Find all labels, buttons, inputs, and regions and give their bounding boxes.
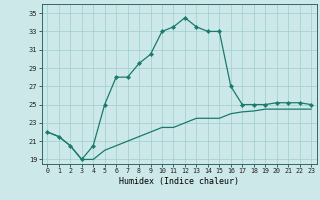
X-axis label: Humidex (Indice chaleur): Humidex (Indice chaleur) — [119, 177, 239, 186]
